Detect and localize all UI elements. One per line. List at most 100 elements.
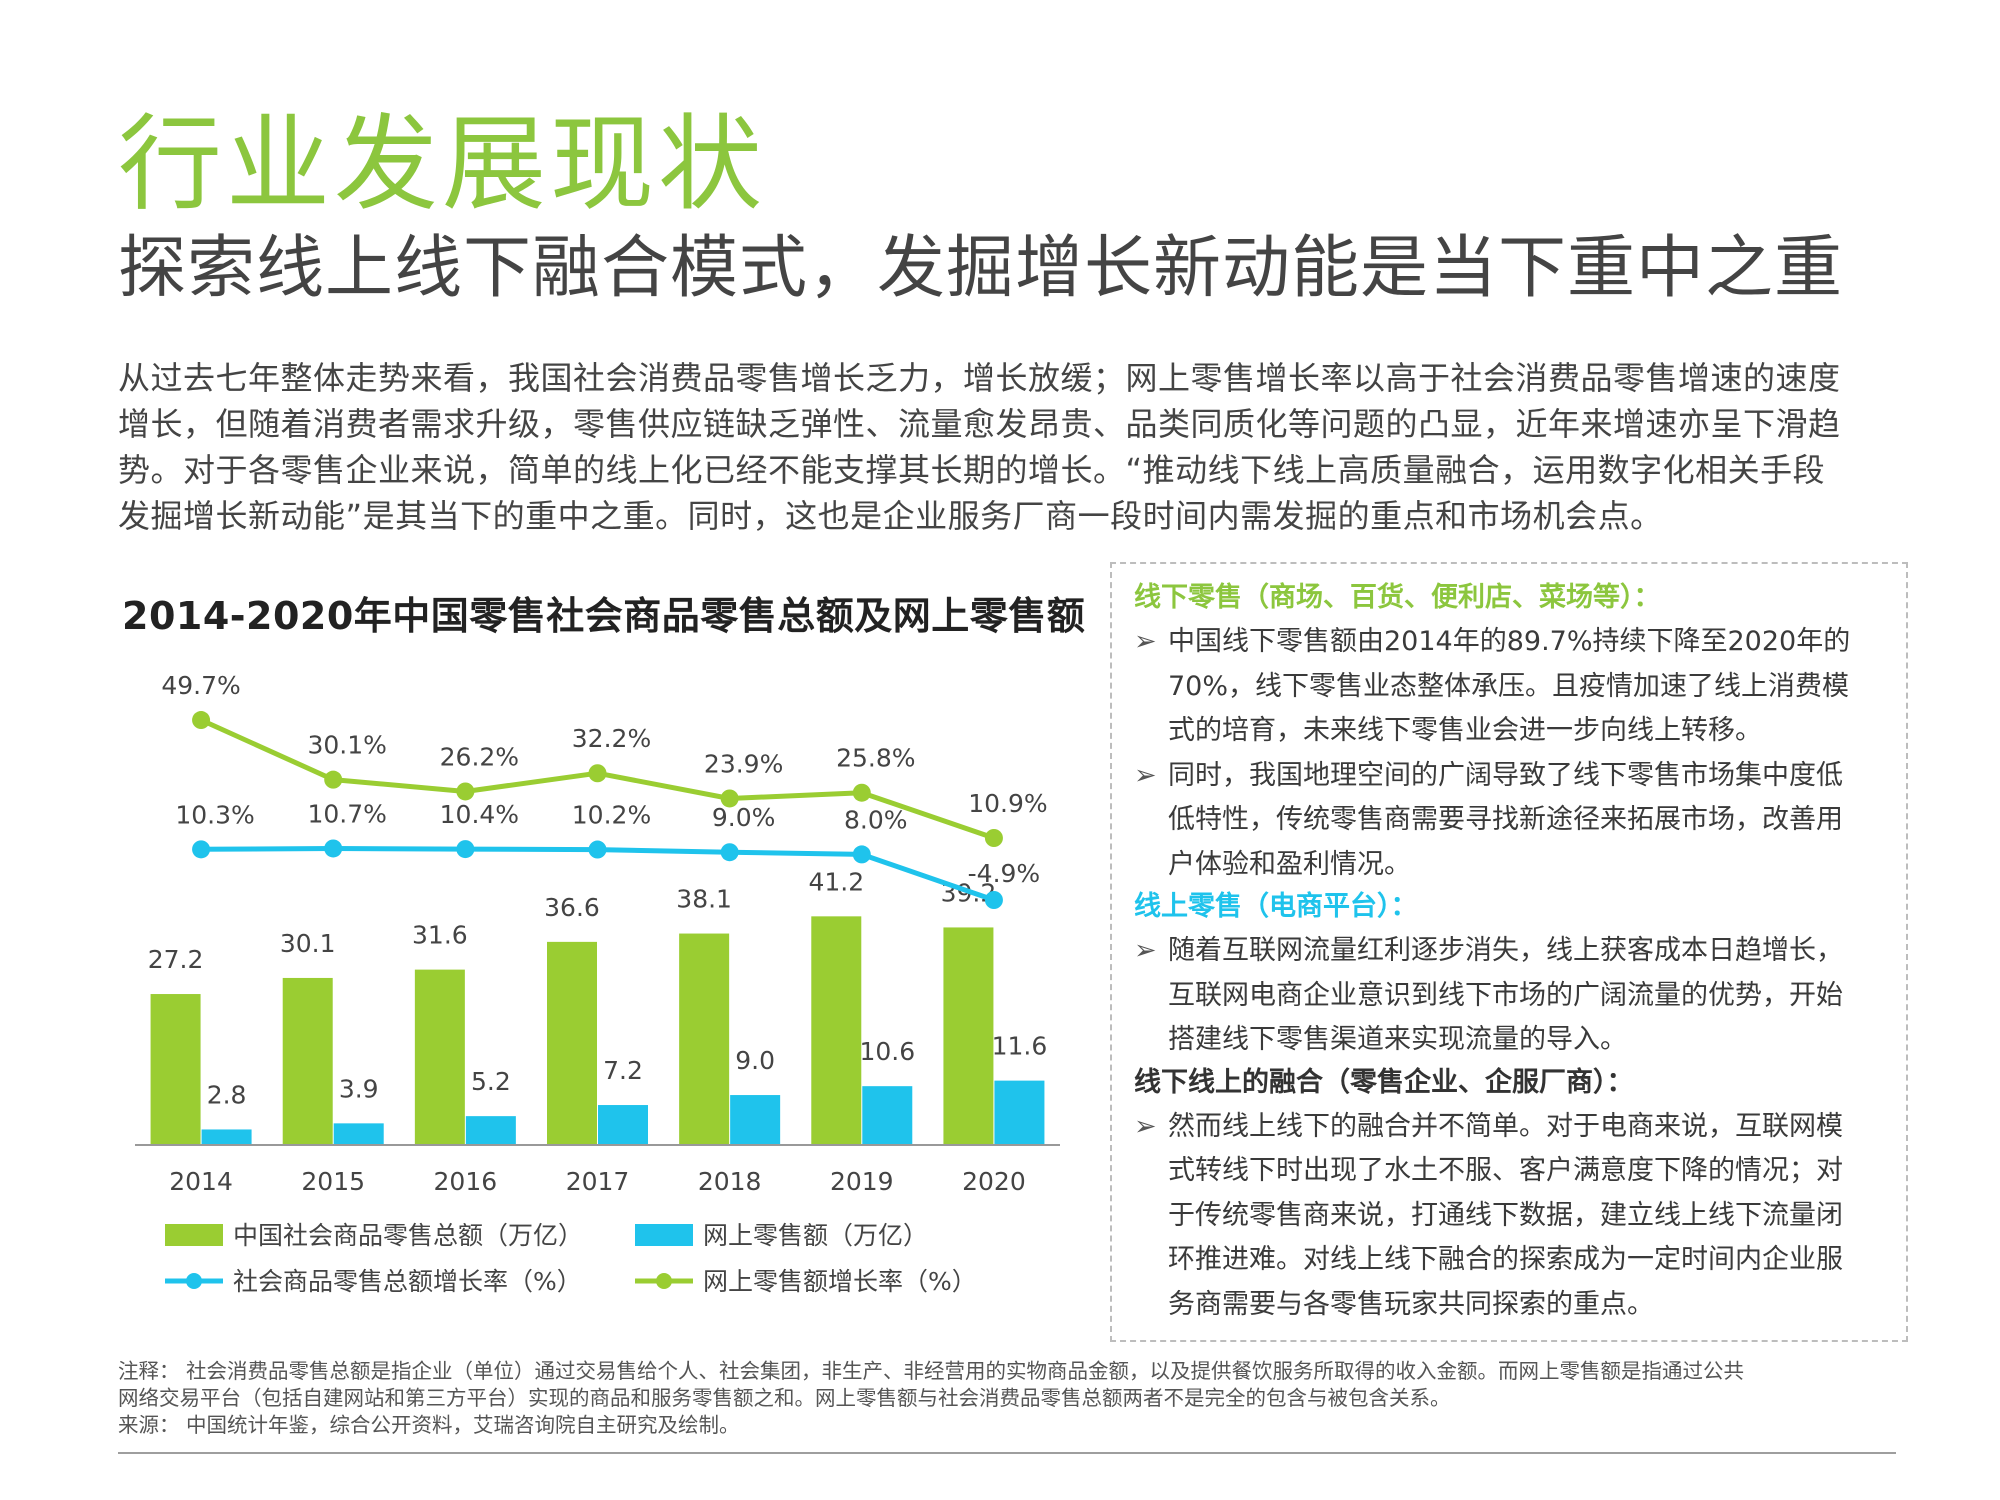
- line-point: [984, 891, 1003, 909]
- bar-online: [333, 1123, 384, 1145]
- legend-label: 中国社会商品零售总额（万亿）: [233, 1221, 583, 1250]
- legend-label: 网上零售额（万亿）: [703, 1221, 928, 1250]
- bullet-line: 中国线下零售额由2014年的89.7%持续下降至2020年的: [1168, 626, 1851, 657]
- line-value-label: 25.8%: [836, 744, 915, 773]
- legend-label: 网上零售额增长率（%）: [703, 1267, 977, 1296]
- page-title: 行业发展现状: [118, 103, 767, 225]
- analysis-panel: 线下零售（商场、百货、便利店、菜场等）： ➢ 中国线下零售额由2014年的89.…: [1110, 562, 1908, 1342]
- section-heading-online: 线上零售（电商平台）：: [1134, 891, 1418, 922]
- bottom-divider: [118, 1452, 1896, 1454]
- line-value-label: 23.9%: [704, 749, 783, 778]
- bar-value-label: 41.2: [808, 867, 864, 896]
- intro-paragraph: 从过去七年整体走势来看，我国社会消费品零售增长乏力，增长放缓；网上零售增长率以高…: [118, 355, 1898, 539]
- bar-total: [282, 977, 333, 1145]
- bullet-line: 低特性，传统零售商需要寻找新途径来拓展市场，改善用: [1168, 804, 1843, 835]
- line-value-label: 49.7%: [161, 671, 240, 700]
- line-point: [324, 839, 343, 858]
- note-line: 网络交易平台（包括自建网站和第三方平台）实现的商品和服务零售额之和。网上零售额与…: [118, 1386, 1451, 1410]
- bar-online: [730, 1095, 781, 1145]
- x-tick-label: 2019: [830, 1167, 894, 1196]
- line-value-label: 26.2%: [440, 742, 519, 771]
- line-value-label: 8.0%: [844, 805, 908, 834]
- x-tick-label: 2014: [169, 1167, 233, 1196]
- x-tick-label: 2020: [962, 1167, 1026, 1196]
- bullet-line: 互联网电商企业意识到线下市场的广阔流量的优势，开始: [1168, 979, 1843, 1011]
- line-point: [720, 843, 739, 862]
- bar-online: [598, 1105, 648, 1145]
- page-subtitle: 探索线上线下融合模式，发掘增长新动能是当下重中之重: [118, 229, 1844, 308]
- bar-total: [811, 916, 862, 1145]
- line-point: [984, 829, 1003, 847]
- line-point: [588, 764, 607, 783]
- arrow-bullet-icon: ➢: [1134, 935, 1157, 966]
- line-value-label: 9.0%: [712, 803, 776, 832]
- legend-marker: [186, 1273, 202, 1289]
- bar-total: [547, 941, 597, 1145]
- retail-chart: 27.2 2.8 2014 30.1 3.9 2015 31.6 5.2 2016 36.6 7.2…: [135, 671, 1060, 1296]
- bar-value-label: 27.2: [148, 945, 204, 974]
- line-value-label: 10.2%: [572, 801, 651, 830]
- bar-value-label: 9.0: [735, 1046, 775, 1075]
- bar-value-label: 30.1: [280, 929, 336, 958]
- bullet-item: ➢ 同时，我国地理空间的广阔导致了线下零售市场集中度低 低特性，传统零售商需要寻…: [1134, 754, 1890, 888]
- bar-value-label: 2.8: [207, 1080, 247, 1109]
- bullet-line: 同时，我国地理空间的广阔导致了线下零售市场集中度低: [1168, 759, 1843, 791]
- line-point: [324, 770, 343, 789]
- line-point: [588, 840, 607, 859]
- bullet-line: 70%，线下零售业态整体承压。且疫情加速了线上消费模: [1168, 670, 1850, 702]
- bullet-item: ➢ 随着互联网流量红利逐步消失，线上获客成本日趋增长， 互联网电商企业意识到线下…: [1134, 929, 1890, 1063]
- intro-line: 从过去七年整体走势来看，我国社会消费品零售增长乏力，增长放缓；网上零售增长率以高…: [118, 359, 1841, 397]
- chart-title: 2014-2020年中国零售社会商品零售总额及网上零售额: [122, 594, 1086, 638]
- bullet-line: 式转线下时出现了水土不服、客户满意度下降的情况；对: [1168, 1155, 1843, 1186]
- line-value-label: 10.3%: [175, 800, 254, 829]
- note-line: 注释： 社会消费品零售总额是指企业（单位）通过交易售给个人、社会集团，非生产、非…: [118, 1359, 1745, 1383]
- bar-value-label: 31.6: [412, 921, 468, 950]
- bullet-line: 式的培育，未来线下零售业会进一步向线上转移。: [1168, 715, 1762, 746]
- footnotes: 注释： 社会消费品零售总额是指企业（单位）通过交易售给个人、社会集团，非生产、非…: [118, 1358, 1744, 1439]
- bar-online: [201, 1129, 252, 1145]
- bar-online: [994, 1080, 1045, 1145]
- bar-value-label: 11.6: [992, 1032, 1048, 1061]
- line-value-label: -4.9%: [968, 859, 1041, 888]
- x-tick-label: 2017: [566, 1167, 630, 1196]
- intro-line: 发掘增长新动能”是其当下的重中之重。同时，这也是企业服务厂商一段时间内需发掘的重…: [118, 497, 1663, 535]
- line-point: [192, 711, 211, 730]
- bullet-line: 务商需要与各零售玩家共同探索的重点。: [1168, 1288, 1654, 1320]
- line-value-label: 10.4%: [440, 800, 519, 829]
- legend-label: 社会商品零售总额增长率（%）: [233, 1267, 582, 1296]
- bar-total: [679, 933, 730, 1145]
- bar-online: [465, 1116, 516, 1145]
- source-line: 来源： 中国统计年鉴，综合公开资料，艾瑞咨询院自主研究及绘制。: [118, 1413, 740, 1437]
- legend-swatch: [165, 1224, 223, 1246]
- intro-line: 势。对于各零售企业来说，简单的线上化已经不能支撑其长期的增长。“推动线下线上高质…: [118, 451, 1826, 489]
- bullet-line: 随着互联网流量红利逐步消失，线上获客成本日趋增长，: [1168, 935, 1843, 966]
- line-point: [852, 783, 871, 802]
- section-heading-omnichannel: 线下线上的融合（零售企业、企服厂商）：: [1134, 1066, 1634, 1098]
- bar-value-label: 38.1: [676, 885, 732, 914]
- bullet-line: 户体验和盈利情况。: [1168, 848, 1411, 880]
- bar-total: [943, 927, 994, 1145]
- bullet-item: ➢ 然而线上线下的融合并不简单。对于电商来说，互联网模 式转线下时出现了水土不服…: [1134, 1105, 1890, 1328]
- intro-line: 增长，但随着消费者需求升级，零售供应链缺乏弹性、流量愈发昂贵、品类同质化等问题的…: [118, 405, 1841, 443]
- x-tick-label: 2016: [434, 1167, 498, 1196]
- bar-value-label: 10.6: [859, 1037, 915, 1066]
- line-point: [456, 782, 475, 801]
- bullet-line: 于传统零售商来说，打通线下数据，建立线上线下流量闭: [1168, 1199, 1843, 1231]
- line-value-label: 10.7%: [308, 799, 387, 828]
- line-value-label: 32.2%: [572, 724, 651, 753]
- line-point: [720, 789, 739, 808]
- line-point: [852, 845, 871, 864]
- bar-value-label: 3.9: [339, 1074, 379, 1103]
- line-point: [456, 840, 475, 859]
- section-heading-offline: 线下零售（商场、百货、便利店、菜场等）：: [1134, 582, 1661, 613]
- line-value-label: 10.9%: [968, 789, 1047, 818]
- line-point: [192, 840, 211, 859]
- bar-value-label: 7.2: [603, 1056, 643, 1085]
- arrow-bullet-icon: ➢: [1134, 1110, 1157, 1142]
- legend-marker: [656, 1273, 672, 1289]
- x-tick-label: 2018: [698, 1167, 762, 1196]
- bullet-line: 然而线上线下的融合并不简单。对于电商来说，互联网模: [1168, 1110, 1843, 1142]
- arrow-bullet-icon: ➢: [1134, 759, 1157, 791]
- bar-value-label: 5.2: [471, 1067, 511, 1096]
- bar-online: [862, 1086, 913, 1145]
